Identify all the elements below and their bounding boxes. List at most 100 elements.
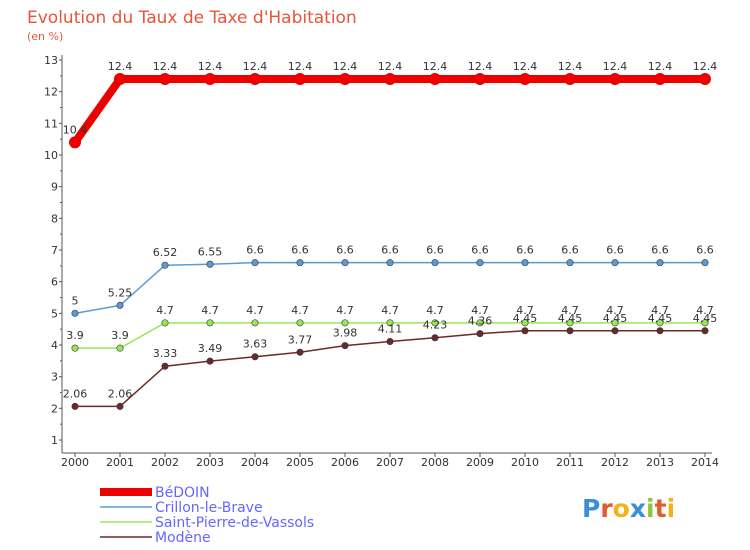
data-label: 6.55 bbox=[198, 245, 223, 258]
data-point bbox=[521, 259, 529, 267]
data-label: 12.4 bbox=[603, 60, 628, 73]
data-labels-layer: 10.4 12.4 12.4 12.4 12.4 12.4 12.4 12.4 12.4 12.4… bbox=[63, 60, 718, 400]
data-point bbox=[431, 319, 439, 327]
legend-label: BéDOIN bbox=[155, 485, 210, 501]
data-point bbox=[116, 344, 124, 352]
x-tick-label: 2003 bbox=[196, 456, 224, 469]
data-label: 4.45 bbox=[693, 312, 718, 325]
x-tick-label: 2001 bbox=[106, 456, 134, 469]
data-point bbox=[476, 319, 484, 327]
data-label: 4.23 bbox=[423, 319, 448, 332]
y-tick-label: 13 bbox=[44, 54, 58, 67]
data-point bbox=[654, 73, 666, 85]
data-label: 4.7 bbox=[201, 304, 219, 317]
data-label: 2.06 bbox=[108, 387, 133, 400]
data-label: 12.4 bbox=[333, 60, 358, 73]
data-label: 4.7 bbox=[246, 304, 264, 317]
data-point bbox=[611, 327, 619, 335]
series-line bbox=[71, 75, 709, 147]
data-point bbox=[476, 330, 484, 338]
labels-series-1: 5 5.25 6.52 6.55 6.6 6.6 6.6 6.6 6.6 6.6 6.6 6.6 6.6… bbox=[72, 244, 714, 308]
data-label: 4.7 bbox=[606, 304, 624, 317]
legend-item: Crillon-le-Brave bbox=[100, 500, 263, 516]
data-label: 4.7 bbox=[561, 304, 579, 317]
data-label: 6.6 bbox=[696, 244, 714, 257]
data-label: 3.49 bbox=[198, 342, 223, 355]
data-point bbox=[386, 338, 394, 346]
data-point bbox=[386, 319, 394, 327]
data-point bbox=[249, 73, 261, 85]
data-point bbox=[386, 259, 394, 267]
series-3 bbox=[71, 327, 709, 410]
data-label: 4.7 bbox=[156, 304, 174, 317]
data-point bbox=[206, 357, 214, 365]
y-tick-label: 1 bbox=[51, 434, 58, 447]
data-point bbox=[341, 319, 349, 327]
y-tick-label: 7 bbox=[51, 244, 58, 257]
y-tick-label: 10 bbox=[44, 149, 58, 162]
data-point bbox=[431, 259, 439, 267]
data-label: 3.9 bbox=[66, 329, 84, 342]
data-point bbox=[251, 259, 259, 267]
x-tick-label: 2013 bbox=[646, 456, 674, 469]
y-tick-label: 3 bbox=[51, 371, 58, 384]
data-point bbox=[611, 319, 619, 327]
x-tick-label: 2014 bbox=[691, 456, 719, 469]
data-label: 12.4 bbox=[288, 60, 313, 73]
data-point bbox=[71, 402, 79, 410]
data-point bbox=[701, 327, 709, 335]
series-0 bbox=[69, 73, 711, 149]
data-point bbox=[656, 327, 664, 335]
data-point bbox=[521, 319, 529, 327]
x-tick-label: 2010 bbox=[511, 456, 539, 469]
data-point bbox=[656, 259, 664, 267]
data-label: 12.4 bbox=[693, 60, 718, 73]
logo-letter: t bbox=[655, 494, 667, 523]
data-label: 3.63 bbox=[243, 338, 268, 351]
data-point bbox=[296, 348, 304, 356]
data-label: 6.6 bbox=[606, 244, 624, 257]
data-label: 4.45 bbox=[513, 312, 538, 325]
data-point bbox=[564, 73, 576, 85]
data-point bbox=[294, 73, 306, 85]
data-label: 4.7 bbox=[426, 304, 444, 317]
legend-label: Modène bbox=[155, 530, 211, 546]
labels-series-0: 10.4 12.4 12.4 12.4 12.4 12.4 12.4 12.4 12.4 12.4… bbox=[63, 60, 718, 136]
data-point bbox=[566, 259, 574, 267]
data-point bbox=[161, 362, 169, 370]
series-layer bbox=[69, 73, 711, 410]
data-point bbox=[296, 259, 304, 267]
x-tick-label: 2012 bbox=[601, 456, 629, 469]
chart-subtitle: (en %) bbox=[27, 30, 63, 43]
data-label: 6.6 bbox=[561, 244, 579, 257]
x-tick-label: 2007 bbox=[376, 456, 404, 469]
legend-label: Saint-Pierre-de-Vassols bbox=[155, 515, 314, 531]
logo-letter: i bbox=[646, 494, 655, 523]
data-point bbox=[519, 73, 531, 85]
data-label: 12.4 bbox=[153, 60, 178, 73]
data-point bbox=[339, 73, 351, 85]
data-point bbox=[69, 136, 81, 149]
data-label: 10.4 bbox=[63, 123, 88, 136]
data-label: 4.11 bbox=[378, 323, 403, 336]
data-label: 2.06 bbox=[63, 387, 88, 400]
data-point bbox=[114, 73, 126, 85]
data-label: 12.4 bbox=[558, 60, 583, 73]
x-tick-label: 2006 bbox=[331, 456, 359, 469]
data-point bbox=[71, 344, 79, 352]
data-label: 3.98 bbox=[333, 327, 358, 340]
data-label: 4.7 bbox=[696, 304, 714, 317]
x-tick-label: 2000 bbox=[61, 456, 89, 469]
data-label: 6.6 bbox=[471, 244, 489, 257]
x-ticks-group: 2000 2001 2002 2003 2004 2005 2006 2007 2008 2009… bbox=[61, 453, 719, 469]
y-tick-label: 9 bbox=[51, 181, 58, 194]
y-tick-label: 2 bbox=[51, 402, 58, 415]
data-label: 12.4 bbox=[468, 60, 493, 73]
data-label: 12.4 bbox=[378, 60, 403, 73]
data-point bbox=[341, 342, 349, 350]
data-label: 4.7 bbox=[516, 304, 534, 317]
data-point bbox=[699, 73, 711, 85]
